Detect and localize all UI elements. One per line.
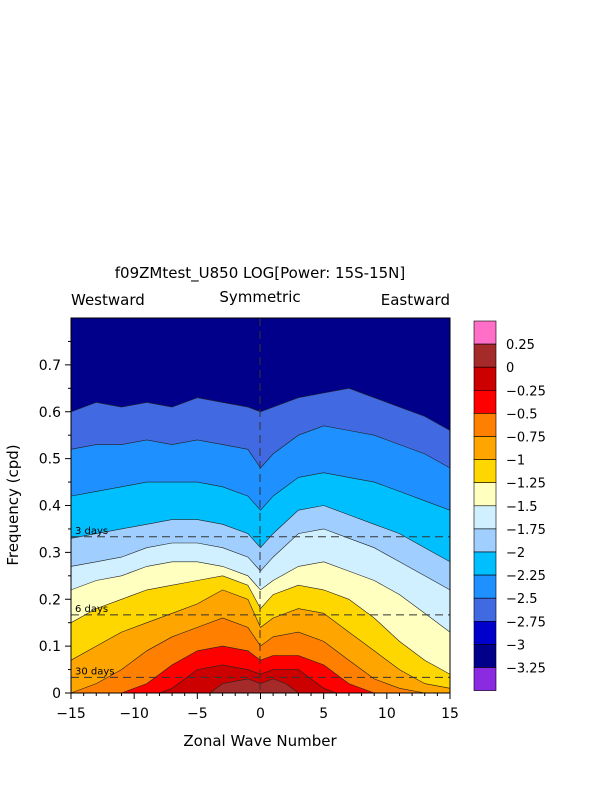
colorbar-label: −3 <box>506 638 525 653</box>
colorbar-swatch <box>473 482 497 507</box>
colorbar-swatch <box>473 343 497 368</box>
y-tick-label: 0.6 <box>39 405 61 421</box>
subtitle-westward: Westward <box>71 291 145 309</box>
y-tick-label: 0.3 <box>39 545 61 561</box>
colorbar-swatch <box>473 528 497 553</box>
colorbar-label: −1.5 <box>506 500 538 515</box>
x-tick-label: −10 <box>119 706 149 722</box>
x-axis: −15 −10 −5 0 5 10 15 <box>56 693 459 722</box>
colorbar-swatch <box>473 667 497 691</box>
y-axis-label: Frequency (cpd) <box>4 444 22 565</box>
colorbar-swatch <box>473 459 497 484</box>
colorbar-label: 0.25 <box>506 338 535 353</box>
subtitle-symmetric: Symmetric <box>219 288 300 306</box>
colorbar-label: 0 <box>506 361 514 376</box>
x-tick-label: 5 <box>319 706 328 722</box>
colorbar-label: −0.5 <box>506 407 538 422</box>
colorbar-swatch <box>473 436 497 460</box>
period-lines: 3 days 6 days 30 days <box>71 526 450 678</box>
colorbar-swatch <box>473 413 497 437</box>
chart-title: f09ZMtest_U850 LOG[Power: 15S-15N] <box>115 264 405 283</box>
colorbar-label: −1 <box>506 454 525 469</box>
colorbar-label: −2 <box>506 546 525 561</box>
colorbar-swatch <box>473 505 497 530</box>
colorbar-label: −1.75 <box>506 523 546 538</box>
colorbar-swatch <box>473 320 497 345</box>
colorbar-swatch <box>473 574 497 599</box>
y-tick-label: 0.2 <box>39 592 61 608</box>
colorbar-swatch <box>473 551 497 576</box>
colorbar: 0.25 0 −0.25 −0.5 −0.75 −1 −1.25 −1.5 −1.75 −2 −2.… <box>473 320 546 691</box>
subtitle-eastward: Eastward <box>381 291 450 309</box>
y-tick-label: 0.1 <box>39 639 61 655</box>
y-tick-label: 0 <box>52 686 61 702</box>
period-label: 30 days <box>75 666 115 677</box>
y-axis: 0 0.1 0.2 0.3 0.4 0.5 0.6 0.7 <box>39 340 71 702</box>
period-label: 6 days <box>75 604 108 615</box>
colorbar-label: −0.75 <box>506 431 546 446</box>
period-label: 3 days <box>75 526 108 537</box>
colorbar-label: −1.25 <box>506 477 546 492</box>
x-tick-label: −15 <box>56 706 86 722</box>
x-tick-label: 10 <box>378 706 396 722</box>
colorbar-label: −2.75 <box>506 615 546 630</box>
colorbar-label: −0.25 <box>506 384 546 399</box>
contour-band <box>71 664 450 694</box>
x-axis-label: Zonal Wave Number <box>183 732 337 750</box>
colorbar-label: −2.25 <box>506 569 546 584</box>
y-tick-label: 0.5 <box>39 452 61 468</box>
colorbar-swatch <box>473 620 497 645</box>
y-tick-label: 0.7 <box>39 358 61 374</box>
x-tick-label: 15 <box>441 706 459 722</box>
colorbar-label: −3.25 <box>506 662 546 677</box>
colorbar-swatch <box>473 644 497 668</box>
colorbar-swatch <box>473 597 497 622</box>
colorbar-label: −2.5 <box>506 592 538 607</box>
x-tick-label: 0 <box>256 706 265 722</box>
y-tick-label: 0.4 <box>39 499 61 515</box>
colorbar-swatch <box>473 366 497 391</box>
x-tick-label: −5 <box>187 706 208 722</box>
colorbar-swatch <box>473 389 497 414</box>
